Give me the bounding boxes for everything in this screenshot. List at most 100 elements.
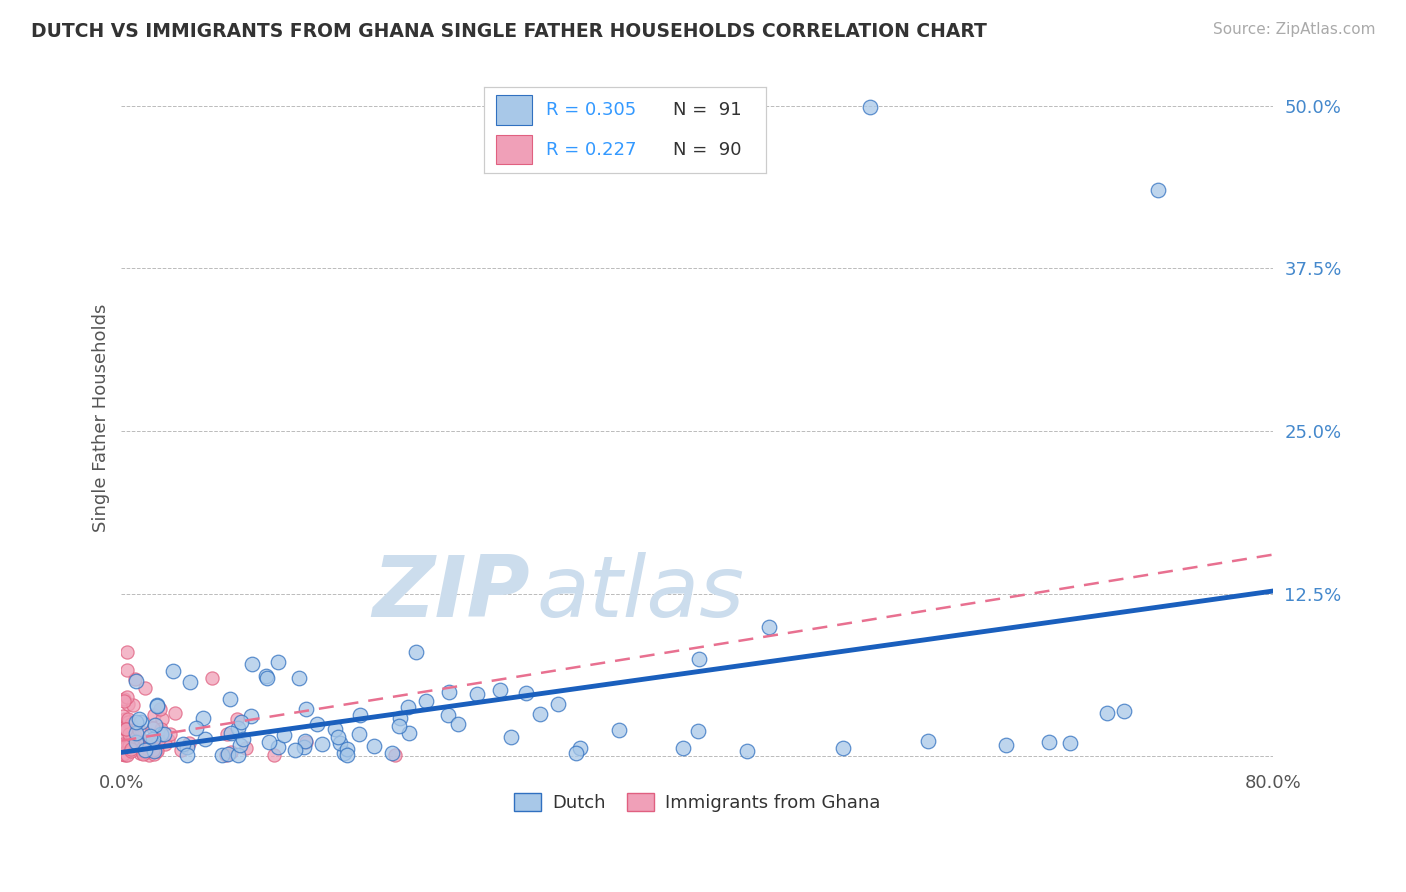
Point — [124, 736, 146, 750]
Point — [124, 739, 146, 753]
Point — [121, 733, 143, 747]
Point — [117, 697, 139, 711]
Point — [565, 746, 588, 760]
Point — [200, 671, 222, 685]
Point — [405, 645, 427, 659]
Point — [115, 737, 138, 751]
Legend: Dutch, Immigrants from Ghana: Dutch, Immigrants from Ghana — [508, 786, 887, 820]
Point — [1038, 734, 1060, 748]
Point — [257, 734, 280, 748]
Point — [228, 721, 250, 735]
Point — [114, 712, 136, 726]
Point — [111, 721, 134, 735]
Point — [128, 723, 150, 737]
Point — [436, 708, 458, 723]
Point — [447, 717, 470, 731]
Point — [112, 692, 135, 706]
Point — [146, 733, 169, 747]
Point — [129, 714, 152, 729]
Point — [117, 741, 139, 756]
Point — [153, 737, 176, 751]
Point — [150, 712, 173, 726]
Point — [165, 706, 187, 721]
Point — [114, 747, 136, 762]
Point — [111, 747, 134, 761]
Point — [349, 707, 371, 722]
Point — [226, 712, 249, 726]
Point — [138, 729, 160, 743]
Point — [128, 739, 150, 754]
Point — [172, 737, 194, 751]
Point — [263, 747, 285, 762]
Point — [226, 747, 249, 762]
Point — [118, 727, 141, 741]
Point — [311, 737, 333, 751]
Point — [267, 739, 290, 754]
Point — [153, 727, 176, 741]
Point — [219, 745, 242, 759]
Point — [128, 738, 150, 752]
Point — [176, 740, 198, 755]
Point — [489, 683, 512, 698]
Point — [859, 100, 882, 114]
Point — [832, 740, 855, 755]
Point — [568, 741, 591, 756]
Point — [499, 731, 522, 745]
Point — [515, 686, 537, 700]
Point — [688, 724, 710, 739]
Point — [672, 740, 695, 755]
Point — [994, 738, 1017, 752]
Point — [758, 620, 780, 634]
Point — [131, 744, 153, 758]
Point — [114, 741, 136, 756]
Point — [122, 731, 145, 746]
Point — [465, 687, 488, 701]
Point — [143, 747, 166, 761]
Point — [111, 747, 134, 762]
Point — [305, 717, 328, 731]
Point — [607, 723, 630, 737]
Point — [139, 739, 162, 754]
Point — [124, 672, 146, 686]
Point — [349, 727, 371, 741]
Point — [115, 663, 138, 677]
Point — [149, 727, 172, 741]
Point — [1059, 736, 1081, 750]
Point — [228, 738, 250, 752]
Point — [134, 681, 156, 695]
Point — [381, 747, 404, 761]
Point — [284, 743, 307, 757]
Point — [111, 728, 134, 742]
Point — [138, 741, 160, 756]
Point — [329, 736, 352, 750]
Point — [120, 716, 142, 731]
Point — [254, 669, 277, 683]
Point — [917, 734, 939, 748]
Point — [194, 731, 217, 746]
Point — [211, 747, 233, 762]
Point — [124, 729, 146, 743]
Point — [735, 744, 758, 758]
Point — [141, 734, 163, 748]
Point — [134, 745, 156, 759]
Point — [323, 722, 346, 736]
Point — [117, 741, 139, 756]
Point — [1147, 183, 1170, 197]
Point — [288, 671, 311, 685]
Point — [122, 698, 145, 712]
Point — [156, 733, 179, 747]
Point — [138, 740, 160, 755]
Point — [179, 675, 201, 690]
Point — [142, 744, 165, 758]
Point — [120, 742, 142, 756]
Point — [388, 711, 411, 725]
Point — [118, 717, 141, 731]
Point — [125, 715, 148, 730]
Point — [142, 708, 165, 723]
Point — [141, 739, 163, 754]
Point — [112, 694, 135, 708]
Point — [143, 718, 166, 732]
Point — [145, 744, 167, 758]
Point — [217, 747, 239, 761]
Point — [162, 665, 184, 679]
